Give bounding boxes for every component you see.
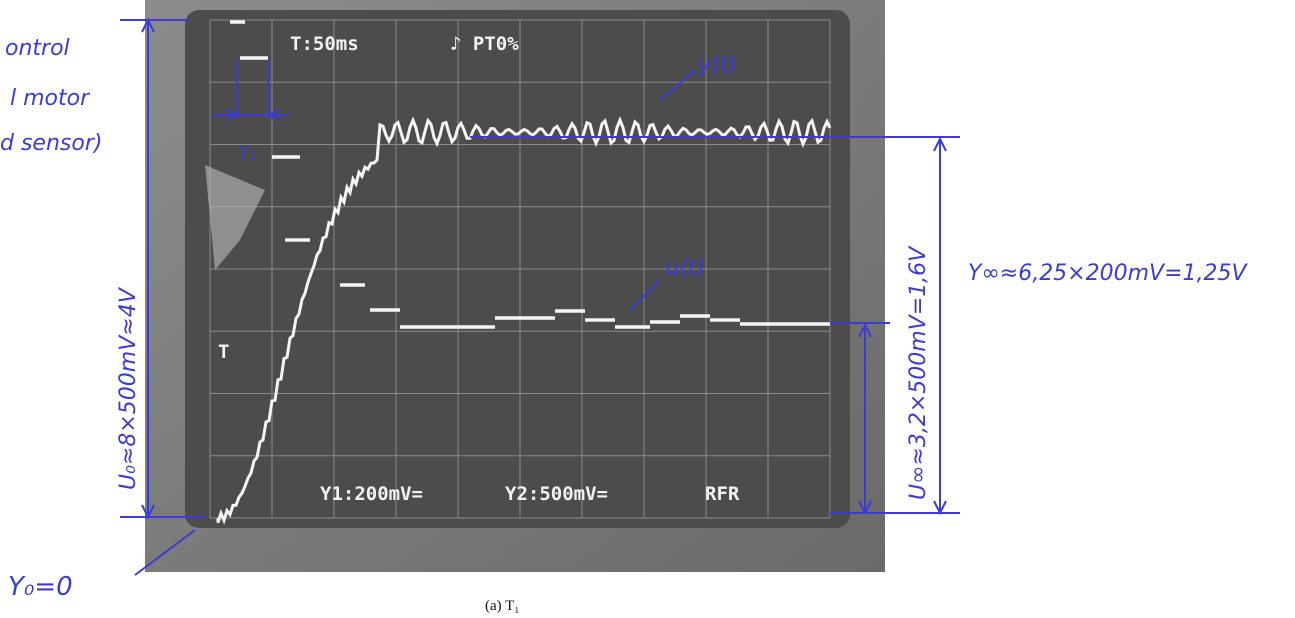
time-div: T:50ms	[290, 33, 359, 55]
trigger: ♪ PT0%	[450, 33, 519, 55]
ch1-scale: Y1:200mV=	[320, 483, 423, 505]
pointer-arrows	[134, 69, 696, 576]
u-trace	[230, 20, 830, 329]
u-inf-note: U∞≈3,2×500mV=1,6V	[906, 245, 931, 500]
mode: RFR	[705, 483, 740, 505]
ch2-scale: Y2:500mV=	[505, 483, 608, 505]
y0-note: Y₀=0	[8, 572, 73, 602]
steady-state-arrows	[470, 136, 960, 516]
graticule	[209, 19, 831, 519]
u0-arrow	[120, 17, 205, 520]
ground-marker: T	[218, 341, 229, 363]
note: ontrol	[5, 36, 70, 61]
u0-note: U₀≈8×500mV≈4V	[116, 286, 141, 490]
caption: (a) T₁	[485, 598, 520, 614]
period-label: T₁	[238, 144, 256, 165]
note: d sensor)	[0, 131, 102, 156]
y-label: y(t)	[697, 53, 737, 78]
period-arrow	[212, 60, 290, 121]
note: l motor	[10, 86, 91, 111]
glare	[205, 165, 265, 270]
u-label: u(t)	[665, 256, 705, 281]
y-trace	[216, 116, 832, 525]
y-inf-note: Y∞≈6,25×200mV=1,25V	[968, 261, 1249, 286]
